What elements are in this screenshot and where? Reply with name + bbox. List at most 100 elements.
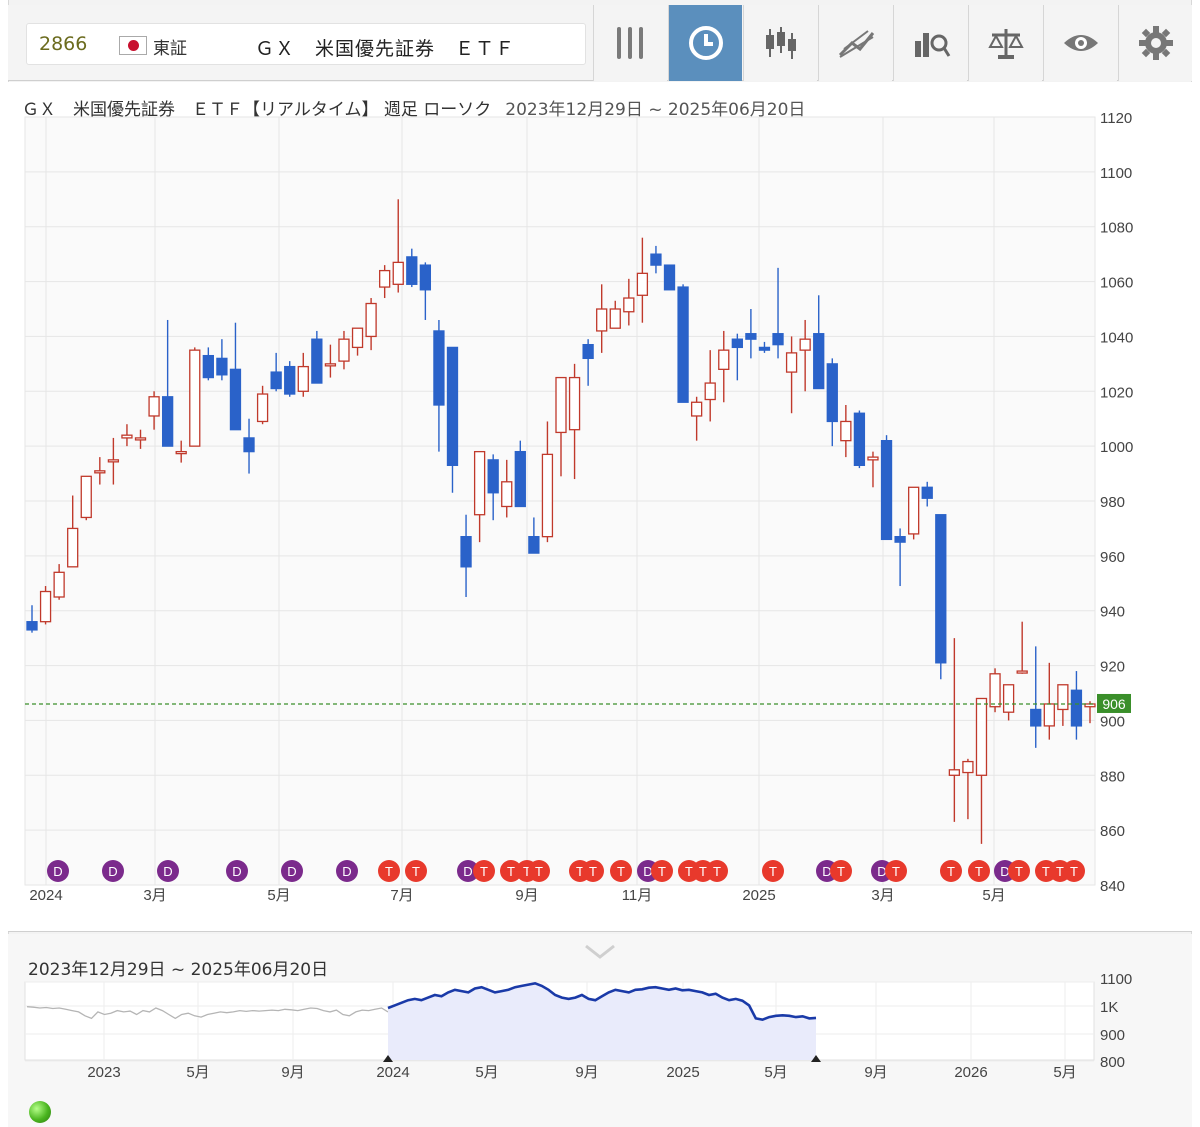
candle[interactable]	[840, 405, 852, 458]
candle[interactable]	[256, 385, 269, 425]
candle[interactable]	[229, 322, 242, 431]
candle[interactable]	[758, 341, 771, 353]
candle[interactable]	[1057, 684, 1069, 726]
candle[interactable]	[351, 327, 364, 356]
candle[interactable]	[528, 517, 540, 554]
candle[interactable]	[487, 454, 499, 521]
candle[interactable]	[880, 435, 893, 541]
candle[interactable]	[663, 264, 676, 291]
dividend-marker[interactable]: D	[336, 860, 358, 882]
trade-marker[interactable]: T	[830, 860, 852, 882]
candlestick-chart[interactable]: 840 860 880 900 920 940 960 980 1000 1020 1040 1060…	[0, 0, 1200, 932]
trend-button[interactable]	[818, 5, 892, 81]
clock-button[interactable]	[668, 5, 742, 81]
candle[interactable]	[975, 697, 988, 844]
candle[interactable]	[1030, 646, 1042, 748]
candle[interactable]	[799, 319, 811, 392]
trade-marker[interactable]: T	[706, 860, 728, 882]
candle[interactable]	[175, 440, 187, 463]
candle[interactable]	[80, 475, 92, 521]
candle[interactable]	[392, 199, 404, 293]
trade-marker[interactable]: T	[473, 860, 495, 882]
candle[interactable]	[718, 330, 730, 403]
candle[interactable]	[67, 495, 79, 568]
candle[interactable]	[297, 352, 309, 397]
ticker-box[interactable]: 2866 東証 ＧＸ 米国優先証券 ＥＴＦ	[26, 23, 586, 65]
candle[interactable]	[609, 300, 621, 329]
candle[interactable]	[555, 376, 567, 477]
candle[interactable]	[677, 284, 689, 403]
candle[interactable]	[636, 237, 649, 323]
trade-marker[interactable]: T	[378, 860, 400, 882]
dividend-marker[interactable]: D	[457, 860, 479, 882]
trade-marker[interactable]: T	[940, 860, 962, 882]
candle[interactable]	[433, 319, 445, 452]
trade-marker[interactable]: T	[1008, 860, 1030, 882]
balance-button[interactable]	[968, 5, 1042, 81]
candle[interactable]	[650, 245, 662, 274]
trade-marker[interactable]: T	[885, 860, 907, 882]
candle[interactable]	[745, 309, 757, 359]
trade-marker[interactable]: T	[968, 860, 990, 882]
candle[interactable]	[894, 528, 906, 587]
candle[interactable]	[94, 457, 106, 485]
trade-marker[interactable]: T	[500, 860, 522, 882]
candle[interactable]	[460, 514, 472, 597]
trade-marker[interactable]: T	[762, 860, 784, 882]
dividend-marker[interactable]: D	[47, 860, 69, 882]
candle[interactable]	[107, 437, 120, 485]
chart-search-button[interactable]	[893, 5, 967, 81]
gear-button[interactable]	[1118, 5, 1192, 81]
candle[interactable]	[379, 265, 391, 299]
candle[interactable]	[406, 248, 418, 288]
candle[interactable]	[134, 429, 147, 449]
candle[interactable]	[1070, 671, 1083, 740]
candle[interactable]	[311, 330, 323, 384]
candle[interactable]	[948, 638, 961, 822]
candle[interactable]	[731, 333, 743, 381]
candle[interactable]	[962, 758, 974, 820]
candle[interactable]	[785, 336, 798, 414]
candle[interactable]	[501, 459, 513, 518]
candle[interactable]	[826, 358, 838, 447]
dividend-marker[interactable]: D	[157, 860, 179, 882]
candle[interactable]	[935, 514, 947, 680]
candle[interactable]	[338, 330, 350, 370]
chevron-down-icon[interactable]	[583, 940, 617, 962]
dividend-marker[interactable]: D	[226, 860, 248, 882]
candle[interactable]	[284, 361, 296, 397]
candle[interactable]	[867, 451, 879, 488]
dividend-marker[interactable]: D	[102, 860, 124, 882]
candle[interactable]	[26, 605, 38, 633]
candle[interactable]	[189, 347, 201, 447]
candle[interactable]	[121, 424, 133, 447]
candle[interactable]	[541, 421, 554, 543]
candle[interactable]	[623, 278, 635, 326]
candle[interactable]	[53, 564, 65, 600]
candle[interactable]	[446, 346, 459, 493]
candle[interactable]	[148, 391, 160, 430]
candle[interactable]	[473, 450, 486, 543]
candle[interactable]	[989, 668, 1001, 713]
candle[interactable]	[772, 267, 784, 359]
candle[interactable]	[270, 352, 282, 392]
trade-marker[interactable]: T	[582, 860, 604, 882]
dividend-marker[interactable]: D	[281, 860, 303, 882]
trade-marker[interactable]: T	[610, 860, 632, 882]
candle[interactable]	[813, 295, 825, 390]
candle[interactable]	[514, 440, 526, 508]
trade-marker[interactable]: T	[651, 860, 673, 882]
candle[interactable]	[568, 363, 581, 480]
candle[interactable]	[216, 339, 228, 381]
candle[interactable]	[419, 262, 432, 320]
candle[interactable]	[690, 396, 703, 441]
candle[interactable]	[243, 418, 255, 474]
candle[interactable]	[704, 350, 716, 422]
columns-button[interactable]	[593, 5, 667, 81]
candle[interactable]	[202, 347, 214, 381]
candle[interactable]	[324, 344, 337, 378]
candle[interactable]	[39, 586, 52, 625]
candle[interactable]	[582, 339, 594, 386]
candle[interactable]	[1002, 684, 1015, 721]
candlestick-button[interactable]	[743, 5, 817, 81]
